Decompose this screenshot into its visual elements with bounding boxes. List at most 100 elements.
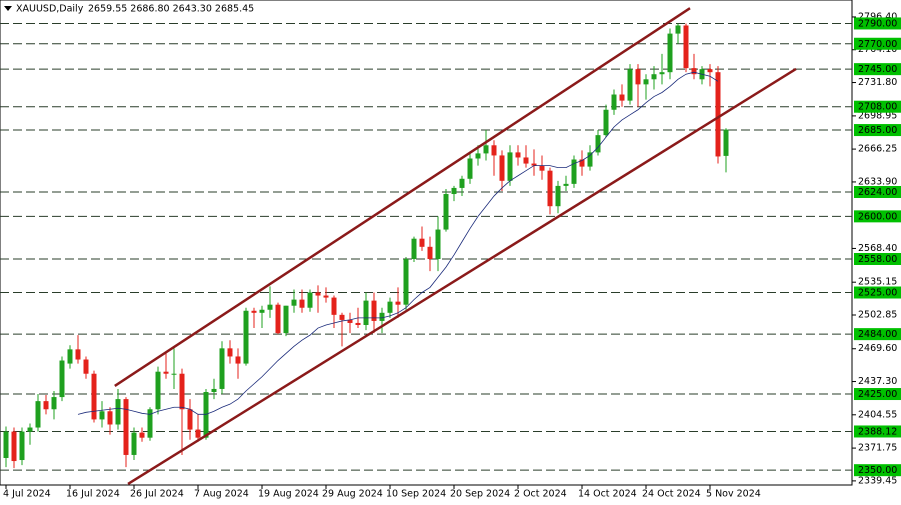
y-tick-label: 2535.15 xyxy=(858,277,897,288)
candle-body xyxy=(59,360,65,398)
candle-body xyxy=(315,292,321,296)
level-tag xyxy=(854,286,901,299)
candle-body xyxy=(411,238,417,259)
candle-body xyxy=(379,312,385,321)
candle-body xyxy=(627,69,633,101)
candle-body xyxy=(123,399,129,455)
level-label: 2350.00 xyxy=(858,465,897,476)
candle-body xyxy=(307,292,313,308)
level-tag xyxy=(854,17,901,30)
candle-body xyxy=(571,159,577,184)
candle-body xyxy=(531,163,537,166)
moving-average xyxy=(77,71,719,415)
x-tick-label: 4 Jul 2024 xyxy=(3,489,51,500)
chart-title: XAUUSD,Daily xyxy=(16,4,84,15)
x-tick-label: 16 Jul 2024 xyxy=(66,489,120,500)
y-tick-label: 2502.85 xyxy=(858,309,897,320)
y-tick-label: 2339.45 xyxy=(858,475,897,486)
candle-body xyxy=(299,299,305,308)
level-label: 2708.00 xyxy=(858,102,897,113)
level-tag xyxy=(854,210,901,223)
candle-body xyxy=(643,79,649,85)
level-tag xyxy=(854,388,901,401)
candle-body xyxy=(507,152,513,181)
candle-body xyxy=(115,399,121,425)
candle-body xyxy=(139,432,145,438)
candle-body xyxy=(499,155,505,181)
level-label: 2388.12 xyxy=(858,426,897,437)
candle-body xyxy=(635,69,641,85)
x-tick-label: 24 Oct 2024 xyxy=(642,489,701,500)
channel-line xyxy=(114,7,691,387)
candle-body xyxy=(539,165,545,171)
channel-line xyxy=(127,67,797,486)
candle-body xyxy=(547,170,553,207)
level-label: 2558.00 xyxy=(858,254,897,265)
candle-body xyxy=(491,145,497,156)
candle-body xyxy=(91,373,97,420)
candle-body xyxy=(19,431,25,461)
candle-body xyxy=(611,94,617,110)
level-label: 2745.00 xyxy=(858,64,897,75)
x-tick-label: 10 Sep 2024 xyxy=(386,489,446,500)
candle-body xyxy=(619,94,625,101)
level-tag xyxy=(854,100,901,113)
candle-body xyxy=(667,33,673,73)
candle-body xyxy=(283,305,289,334)
candle-body xyxy=(155,371,161,410)
candle-body xyxy=(723,129,729,156)
candle-body xyxy=(243,310,249,364)
y-tick-label: 2698.95 xyxy=(858,110,897,121)
level-tag xyxy=(854,124,901,137)
candle-body xyxy=(35,401,41,428)
candle-body xyxy=(603,109,609,136)
menu-icon xyxy=(4,6,12,11)
candle-body xyxy=(435,229,441,259)
candle-body xyxy=(691,68,697,75)
candle-body xyxy=(211,388,217,393)
x-tick-label: 29 Aug 2024 xyxy=(322,489,383,500)
candle-body xyxy=(707,69,713,73)
candle-body xyxy=(443,194,449,230)
level-tag xyxy=(854,464,901,477)
candle-body xyxy=(475,153,481,159)
level-label: 2600.00 xyxy=(858,211,897,222)
candle-body xyxy=(683,25,689,69)
candle-body xyxy=(267,304,273,310)
candle-body xyxy=(331,297,337,315)
y-tick-label: 2568.40 xyxy=(858,243,897,254)
candle-body xyxy=(363,300,369,325)
candle-body xyxy=(259,309,265,313)
candle-body xyxy=(179,373,185,410)
candle-body xyxy=(675,25,681,34)
ohlc-readout: 2659.55 2686.80 2643.30 2685.45 xyxy=(88,4,254,15)
candle-body xyxy=(147,409,153,438)
level-tag xyxy=(854,425,901,438)
candle-body xyxy=(107,411,113,425)
level-label: 2624.00 xyxy=(858,187,897,198)
candle-body xyxy=(235,356,241,364)
candle-body xyxy=(355,322,361,325)
candle-body xyxy=(371,300,377,321)
candle-body xyxy=(651,74,657,80)
y-tick-label: 2469.60 xyxy=(858,343,897,354)
candle-body xyxy=(131,432,137,455)
x-tick-label: 20 Sep 2024 xyxy=(450,489,510,500)
candle-body xyxy=(579,159,585,167)
candle-body xyxy=(555,185,561,207)
x-tick-label: 26 Jul 2024 xyxy=(130,489,184,500)
level-label: 2525.00 xyxy=(858,288,897,299)
candle-body xyxy=(563,183,569,186)
level-label: 2770.00 xyxy=(858,39,897,50)
x-tick-label: 5 Nov 2024 xyxy=(706,489,761,500)
candle-body xyxy=(523,157,529,164)
candle-body xyxy=(83,359,89,374)
level-label: 2790.00 xyxy=(858,18,897,29)
y-tick-label: 2437.30 xyxy=(858,376,897,387)
candle-body xyxy=(467,158,473,179)
candle-body xyxy=(163,371,169,374)
y-tick-label: 2404.55 xyxy=(858,409,897,420)
candle-body xyxy=(219,348,225,389)
x-tick-label: 14 Oct 2024 xyxy=(578,489,637,500)
